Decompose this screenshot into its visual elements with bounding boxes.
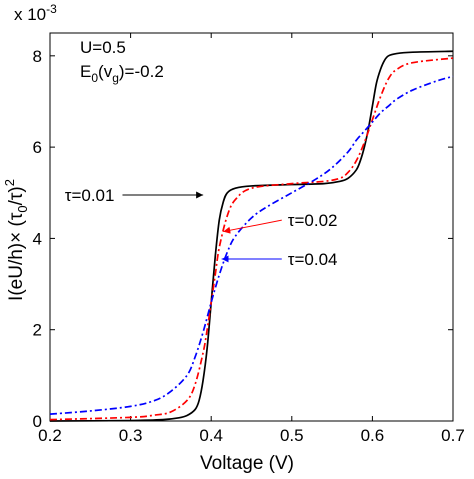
y-scale-factor: x 10-3 xyxy=(14,2,57,24)
series-line-2 xyxy=(49,57,454,421)
y-axis-label: I(eU/h)× (τ0/τ)2 xyxy=(2,179,30,301)
series-line-1 xyxy=(49,50,454,422)
annotations: τ=0.01 τ=0.02 τ=0.04 xyxy=(65,186,338,269)
y-tick-label: 8 xyxy=(33,47,42,66)
annotation-arrow-2 xyxy=(223,219,282,234)
x-tick-label: 0.6 xyxy=(361,426,385,445)
axes-frame xyxy=(49,32,454,422)
x-axis-label: Voltage (V) xyxy=(200,453,294,474)
x-tick-label: 0.5 xyxy=(280,426,304,445)
param-e0: E0(vg)=-0.2 xyxy=(80,62,164,85)
x-tick-label: 0.7 xyxy=(441,426,465,445)
x-tick-label: 0.2 xyxy=(38,426,62,445)
y-tick-label: 2 xyxy=(33,321,42,340)
series-group xyxy=(49,50,454,422)
series-label-3: τ=0.04 xyxy=(288,250,338,269)
x-tick-label: 0.3 xyxy=(119,426,143,445)
series-label-1: τ=0.01 xyxy=(65,186,115,205)
series-line-3 xyxy=(49,75,454,415)
y-tick-label: 6 xyxy=(33,138,42,157)
y-tick-label: 4 xyxy=(33,229,42,248)
series-label-2: τ=0.02 xyxy=(288,211,338,230)
x-tick-label: 0.4 xyxy=(199,426,223,445)
plot-area: 0.2 0.3 0.4 0.5 0.6 0.7 0 2 4 6 8 xyxy=(33,32,465,445)
param-u: U=0.5 xyxy=(80,38,126,57)
y-tick-label: 0 xyxy=(33,412,42,431)
